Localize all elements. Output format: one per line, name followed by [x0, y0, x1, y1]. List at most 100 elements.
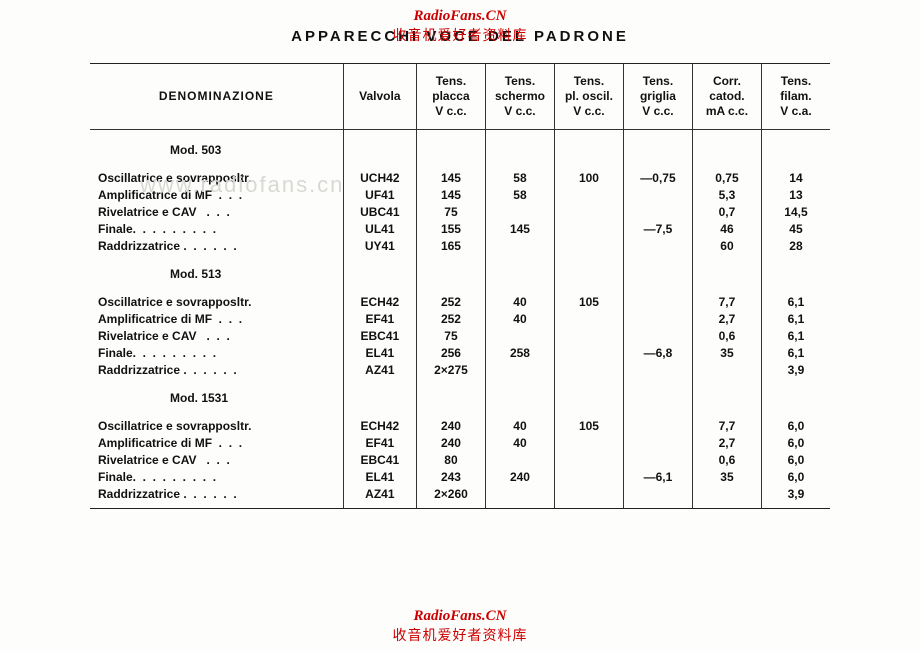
cell-placca: 252: [416, 293, 485, 310]
cell-valvola: EL41: [343, 344, 416, 361]
empty-cell: [761, 254, 830, 293]
col-oscill: Tens.pl. oscil.V c.c.: [554, 64, 623, 130]
table-row: Oscillatrice e sovrapposltr.ECH422524010…: [90, 293, 830, 310]
cell-oscill: [554, 451, 623, 468]
table-row: Raddrizzatrice . . . . . .AZ412×2603,9: [90, 485, 830, 502]
cell-valvola: UBC41: [343, 203, 416, 220]
cell-oscill: 105: [554, 293, 623, 310]
empty-cell: [623, 378, 692, 417]
cell-filam: 6,0: [761, 451, 830, 468]
cell-oscill: 105: [554, 417, 623, 434]
cell-schermo: 145: [485, 220, 554, 237]
empty-cell: [343, 254, 416, 293]
empty-cell: [416, 254, 485, 293]
cell-placca: 145: [416, 169, 485, 186]
cell-valvola: ECH42: [343, 417, 416, 434]
model-row: Mod. 1531: [90, 378, 830, 417]
cell-catod: 46: [692, 220, 761, 237]
empty-cell: [485, 378, 554, 417]
pad-cell: [485, 502, 554, 508]
cell-denom: Rivelatrice e CAV . . .: [90, 451, 343, 468]
cell-valvola: EL41: [343, 468, 416, 485]
cell-filam: 14,5: [761, 203, 830, 220]
table-row: Finale. . . . . . . . .UL41155145—7,5464…: [90, 220, 830, 237]
cell-schermo: 40: [485, 310, 554, 327]
watermark-cn-bottom: 收音机爱好者资料库: [393, 625, 528, 645]
cell-griglia: —0,75: [623, 169, 692, 186]
cell-griglia: [623, 310, 692, 327]
cell-griglia: [623, 451, 692, 468]
cell-denom: Raddrizzatrice . . . . . .: [90, 485, 343, 502]
cell-oscill: [554, 220, 623, 237]
faint-background-url: www.radiofans.cn: [140, 172, 344, 198]
table-row: Finale. . . . . . . . .EL41243240—6,1356…: [90, 468, 830, 485]
cell-oscill: [554, 434, 623, 451]
pad-cell: [761, 502, 830, 508]
cell-valvola: UF41: [343, 186, 416, 203]
cell-filam: 45: [761, 220, 830, 237]
cell-schermo: [485, 485, 554, 502]
table-row: Rivelatrice e CAV . . .EBC41750,66,1: [90, 327, 830, 344]
cell-placca: 256: [416, 344, 485, 361]
cell-oscill: 100: [554, 169, 623, 186]
cell-oscill: [554, 485, 623, 502]
table-row: Rivelatrice e CAV . . .UBC41750,714,5: [90, 203, 830, 220]
empty-cell: [761, 130, 830, 170]
cell-griglia: [623, 203, 692, 220]
cell-griglia: [623, 293, 692, 310]
cell-oscill: [554, 344, 623, 361]
table-row: Rivelatrice e CAV . . .EBC41800,66,0: [90, 451, 830, 468]
table-row: Amplificatrice di MF . . .EF41252402,76,…: [90, 310, 830, 327]
cell-filam: 28: [761, 237, 830, 254]
cell-catod: 5,3: [692, 186, 761, 203]
model-label: Mod. 1531: [90, 378, 343, 417]
watermark-cn: 收音机爱好者资料库: [393, 25, 528, 45]
cell-catod: 0,6: [692, 327, 761, 344]
cell-denom: Raddrizzatrice . . . . . .: [90, 237, 343, 254]
cell-denom: Finale. . . . . . . . .: [90, 344, 343, 361]
cell-schermo: [485, 451, 554, 468]
pad-cell: [554, 502, 623, 508]
cell-valvola: EBC41: [343, 327, 416, 344]
col-placca: Tens.placcaV c.c.: [416, 64, 485, 130]
pad-cell: [416, 502, 485, 508]
pad-cell: [692, 502, 761, 508]
cell-filam: 3,9: [761, 361, 830, 378]
cell-placca: 80: [416, 451, 485, 468]
cell-valvola: AZ41: [343, 485, 416, 502]
cell-denom: Oscillatrice e sovrapposltr.: [90, 293, 343, 310]
col-valvola: Valvola: [343, 64, 416, 130]
cell-catod: 2,7: [692, 310, 761, 327]
pad-row: [90, 502, 830, 508]
cell-denom: Rivelatrice e CAV . . .: [90, 203, 343, 220]
cell-oscill: [554, 468, 623, 485]
empty-cell: [416, 378, 485, 417]
cell-catod: 0,7: [692, 203, 761, 220]
cell-schermo: 258: [485, 344, 554, 361]
empty-cell: [554, 254, 623, 293]
cell-placca: 243: [416, 468, 485, 485]
cell-placca: 240: [416, 417, 485, 434]
cell-catod: 7,7: [692, 293, 761, 310]
cell-placca: 75: [416, 327, 485, 344]
empty-cell: [692, 130, 761, 170]
cell-denom: Rivelatrice e CAV . . .: [90, 327, 343, 344]
empty-cell: [485, 130, 554, 170]
cell-valvola: EBC41: [343, 451, 416, 468]
cell-griglia: [623, 485, 692, 502]
cell-filam: 14: [761, 169, 830, 186]
cell-valvola: ECH42: [343, 293, 416, 310]
cell-oscill: [554, 203, 623, 220]
col-catod: Corr.catod.mA c.c.: [692, 64, 761, 130]
cell-griglia: [623, 417, 692, 434]
cell-oscill: [554, 310, 623, 327]
cell-catod: 7,7: [692, 417, 761, 434]
cell-denom: Oscillatrice e sovrapposltr.: [90, 417, 343, 434]
spec-table: DENOMINAZIONE Valvola Tens.placcaV c.c. …: [90, 64, 830, 508]
cell-oscill: [554, 186, 623, 203]
pad-cell: [343, 502, 416, 508]
cell-griglia: [623, 186, 692, 203]
watermark-en: RadioFans.CN: [393, 8, 528, 25]
watermark-en-bottom: RadioFans.CN: [393, 608, 528, 625]
cell-schermo: 240: [485, 468, 554, 485]
